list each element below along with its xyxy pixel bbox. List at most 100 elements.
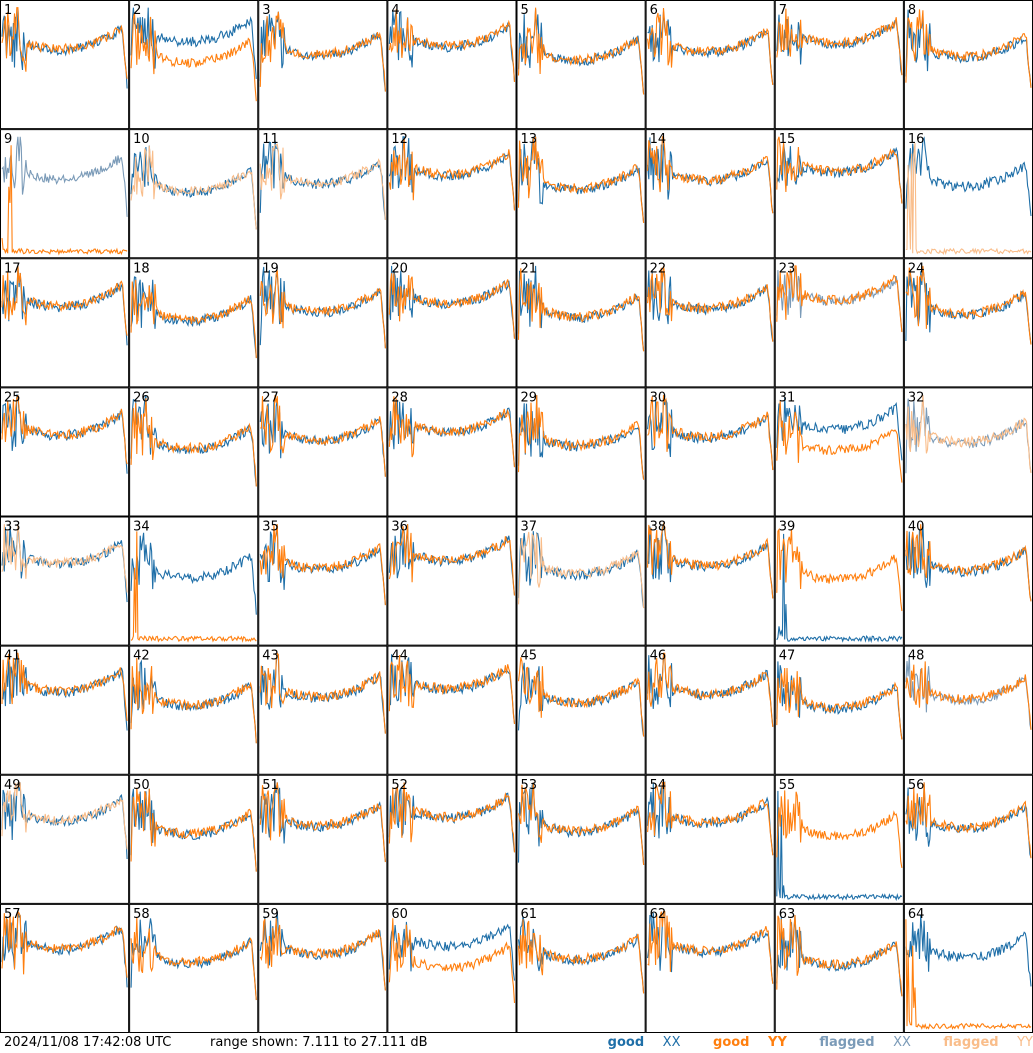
panel-24: 24 xyxy=(903,258,1033,388)
panel-frame xyxy=(0,387,130,517)
panel-label: 49 xyxy=(4,778,21,793)
panel-label: 13 xyxy=(521,132,538,147)
series-yy-panel-10 xyxy=(130,145,257,230)
timestamp: 2024/11/08 17:42:08 UTC xyxy=(4,1035,172,1050)
series-xx-panel-55 xyxy=(776,790,903,902)
panel-frame xyxy=(645,774,775,904)
panel-23: 23 xyxy=(774,258,904,388)
panel-frame xyxy=(129,774,259,904)
panel-label: 15 xyxy=(779,132,796,147)
legend: good XX good YY flagged XX flagged YY xyxy=(580,1035,1033,1050)
series-xx-panel-56 xyxy=(905,782,1032,859)
series-yy-panel-52 xyxy=(388,782,516,853)
series-yy-panel-7 xyxy=(776,8,903,76)
range-label: range shown: 7.111 to 27.111 dB xyxy=(210,1035,428,1050)
series-xx-panel-24 xyxy=(905,265,1032,345)
series-yy-panel-30 xyxy=(647,394,774,471)
panel-53: 53 xyxy=(516,774,646,904)
series-yy-panel-3 xyxy=(259,11,386,92)
panel-frame xyxy=(774,0,904,130)
panel-14: 14 xyxy=(645,129,775,259)
panel-label: 41 xyxy=(4,649,21,664)
panel-26: 26 xyxy=(129,387,259,517)
series-xx-panel-34 xyxy=(130,532,257,615)
panel-frame xyxy=(387,516,517,646)
panel-61: 61 xyxy=(516,903,646,1033)
series-yy-panel-25 xyxy=(1,394,128,465)
panel-5: 5 xyxy=(516,0,646,130)
panel-frame xyxy=(387,903,517,1033)
panel-40: 40 xyxy=(903,516,1033,646)
series-yy-panel-8 xyxy=(905,9,1032,88)
series-xx-panel-36 xyxy=(388,524,516,596)
panel-label: 12 xyxy=(391,132,408,147)
panel-frame xyxy=(129,903,259,1033)
panel-label: 44 xyxy=(391,649,408,664)
panel-31: 31 xyxy=(774,387,904,517)
panel-frame xyxy=(0,0,130,130)
panel-label: 43 xyxy=(262,649,279,664)
panel-label: 59 xyxy=(262,907,279,922)
panel-label: 42 xyxy=(133,649,150,664)
panel-frame xyxy=(258,645,388,775)
panel-18: 18 xyxy=(129,258,259,388)
series-yy-panel-63 xyxy=(776,915,903,997)
panel-label: 20 xyxy=(391,261,408,276)
panel-label: 7 xyxy=(779,3,787,18)
panel-label: 39 xyxy=(779,520,796,535)
panel-label: 40 xyxy=(908,520,925,535)
panel-59: 59 xyxy=(258,903,388,1033)
panel-label: 38 xyxy=(650,520,667,535)
legend-good-yy: good YY xyxy=(699,1035,787,1050)
series-yy-panel-62 xyxy=(647,911,774,984)
series-yy-panel-40 xyxy=(905,524,1032,602)
series-yy-panel-4 xyxy=(388,9,516,83)
panel-label: 21 xyxy=(521,261,538,276)
panel-56: 56 xyxy=(903,774,1033,904)
panel-label: 24 xyxy=(908,261,925,276)
panel-frame xyxy=(645,129,775,259)
panel-label: 23 xyxy=(779,261,796,276)
series-xx-panel-15 xyxy=(776,144,903,204)
panel-frame xyxy=(774,645,904,775)
series-yy-panel-51 xyxy=(259,782,386,863)
series-yy-panel-45 xyxy=(517,657,645,737)
panel-label: 48 xyxy=(908,649,925,664)
series-yy-panel-56 xyxy=(905,782,1032,859)
series-yy-panel-24 xyxy=(905,265,1032,345)
panel-label: 63 xyxy=(779,907,796,922)
panel-frame xyxy=(258,258,388,388)
panel-22: 22 xyxy=(645,258,775,388)
series-yy-panel-50 xyxy=(130,787,257,872)
series-yy-panel-38 xyxy=(647,522,774,599)
panel-frame xyxy=(516,258,646,388)
panel-label: 11 xyxy=(262,132,279,147)
series-yy-panel-42 xyxy=(130,657,257,744)
panel-37: 37 xyxy=(516,516,646,646)
panel-label: 46 xyxy=(650,649,667,664)
series-yy-panel-2 xyxy=(130,12,257,102)
legend-flagged-xx: flagged XX xyxy=(805,1035,911,1050)
panel-label: 18 xyxy=(133,261,150,276)
panel-47: 47 xyxy=(774,645,904,775)
series-xx-panel-38 xyxy=(647,524,774,599)
series-yy-panel-60 xyxy=(388,918,516,1004)
panel-frame xyxy=(0,903,130,1033)
series-yy-panel-64 xyxy=(905,919,1032,1030)
series-xx-panel-8 xyxy=(905,9,1032,88)
panel-frame xyxy=(645,903,775,1033)
panel-label: 26 xyxy=(133,390,150,405)
series-yy-panel-43 xyxy=(259,651,386,734)
series-xx-panel-25 xyxy=(1,394,128,474)
series-yy-panel-61 xyxy=(517,919,645,994)
panel-label: 4 xyxy=(391,3,399,18)
panel-label: 53 xyxy=(521,778,538,793)
panel-12: 12 xyxy=(387,129,517,259)
panel-label: 56 xyxy=(908,778,925,793)
series-yy-panel-34 xyxy=(130,531,257,643)
series-xx-panel-11 xyxy=(259,140,386,220)
series-xx-panel-64 xyxy=(905,915,1032,987)
series-xx-panel-51 xyxy=(259,782,386,862)
series-yy-panel-23 xyxy=(776,265,903,333)
panel-28: 28 xyxy=(387,387,517,517)
